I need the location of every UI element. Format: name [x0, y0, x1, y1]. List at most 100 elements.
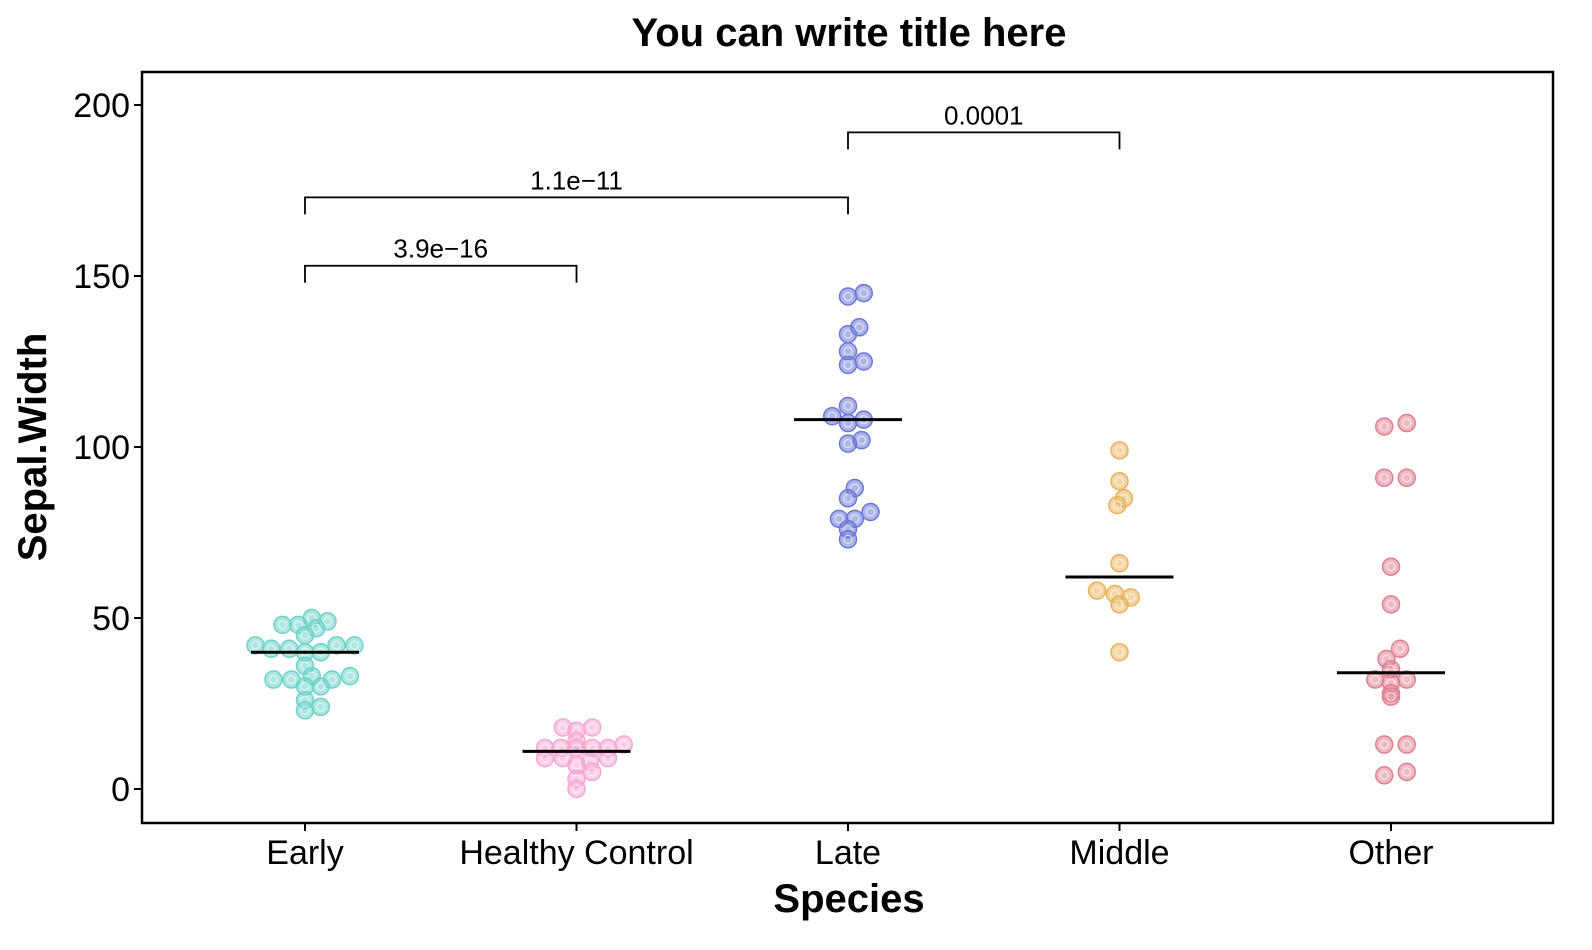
- points-layer: [246, 283, 1416, 799]
- data-point: [1375, 468, 1394, 488]
- data-point-ring: [1114, 476, 1125, 486]
- data-point: [583, 762, 602, 782]
- y-tick-label: 200: [73, 87, 130, 125]
- data-point-ring: [1114, 445, 1125, 456]
- data-point: [854, 352, 873, 371]
- data-point: [598, 748, 618, 768]
- data-point-ring: [1402, 767, 1412, 777]
- y-tick-label: 100: [73, 429, 130, 467]
- data-point-ring: [587, 722, 597, 733]
- y-tick-label: 150: [73, 258, 130, 296]
- data-point-ring: [1386, 562, 1396, 572]
- data-point: [327, 636, 346, 655]
- data-point-ring: [1092, 585, 1102, 596]
- data-point-ring: [843, 346, 853, 356]
- data-point-ring: [1114, 599, 1125, 609]
- significance-bracket: [304, 196, 849, 215]
- significance-label: 3.9e−16: [393, 234, 488, 264]
- data-point-ring: [619, 739, 629, 750]
- data-point: [262, 639, 281, 659]
- data-point-ring: [843, 534, 853, 544]
- data-point-ring: [854, 322, 864, 332]
- data-point-ring: [843, 401, 853, 411]
- x-tick-label: Middle: [1069, 834, 1169, 872]
- data-point-ring: [1379, 770, 1389, 780]
- data-point-ring: [1402, 473, 1412, 483]
- data-point: [1087, 581, 1107, 600]
- data-point: [345, 636, 364, 655]
- data-point: [838, 489, 858, 508]
- data-point-ring: [331, 640, 342, 651]
- data-point: [1110, 642, 1129, 662]
- data-point-ring: [250, 640, 261, 651]
- data-point: [1381, 557, 1401, 576]
- data-point: [264, 670, 283, 689]
- data-point: [1110, 471, 1129, 491]
- data-point: [295, 701, 315, 720]
- data-point: [1110, 554, 1129, 573]
- data-point-ring: [1112, 500, 1122, 510]
- data-point-ring: [603, 753, 613, 763]
- data-point-ring: [1114, 558, 1125, 568]
- x-tick-label: Early: [266, 834, 343, 872]
- data-point-ring: [843, 438, 853, 449]
- significance-label: 0.0001: [944, 100, 1024, 130]
- data-point: [583, 718, 602, 737]
- data-point: [614, 735, 633, 754]
- data-point-ring: [843, 493, 853, 503]
- y-axis-title: Sepal.Width: [11, 333, 55, 562]
- data-point-ring: [587, 767, 597, 777]
- data-point-ring: [865, 507, 876, 517]
- x-tick-label: Other: [1348, 834, 1433, 872]
- data-point: [311, 697, 330, 717]
- data-point-ring: [571, 784, 582, 794]
- data-point-ring: [316, 681, 326, 692]
- data-point-ring: [558, 753, 568, 763]
- data-point-ring: [1126, 592, 1136, 603]
- data-point-ring: [540, 753, 550, 763]
- data-point: [838, 530, 858, 549]
- data-point: [1397, 670, 1416, 689]
- data-point-ring: [1379, 473, 1389, 483]
- data-point-ring: [316, 702, 326, 712]
- data-point: [273, 615, 292, 635]
- medians-layer: [251, 418, 1445, 753]
- y-axis: 0 50 100 150 200: [73, 87, 142, 809]
- data-point: [838, 413, 858, 433]
- y-tick-label: 0: [111, 771, 130, 809]
- data-point-ring: [843, 329, 853, 339]
- data-point: [1375, 417, 1394, 436]
- data-point-ring: [843, 291, 853, 302]
- data-point: [1375, 766, 1394, 785]
- data-point-ring: [843, 360, 853, 370]
- data-point-ring: [558, 722, 568, 733]
- data-point: [850, 318, 869, 337]
- data-point-ring: [859, 288, 869, 298]
- data-point: [1381, 595, 1401, 614]
- data-point-ring: [300, 630, 310, 640]
- significance-bracket: [847, 131, 1121, 150]
- data-point: [838, 355, 858, 375]
- data-point: [852, 430, 871, 450]
- data-point: [295, 625, 315, 645]
- x-axis: Early Healthy Control Late Middle Other: [266, 823, 1434, 872]
- data-point: [340, 666, 360, 686]
- x-tick-label: Healthy Control: [459, 834, 693, 872]
- x-tick-label: Late: [815, 834, 881, 872]
- data-point-ring: [277, 620, 288, 630]
- data-point-ring: [1395, 644, 1405, 654]
- data-point-ring: [345, 671, 355, 681]
- data-point-ring: [1402, 418, 1412, 428]
- data-point-ring: [1114, 647, 1125, 657]
- data-point-ring: [1386, 692, 1396, 702]
- significance-label: 1.1e−11: [530, 165, 623, 195]
- data-point: [838, 396, 858, 416]
- chart-title: You can write title here: [632, 11, 1067, 55]
- data-point: [1390, 639, 1410, 659]
- data-point-ring: [856, 435, 867, 445]
- annotations-layer: 3.9e−16 1.1e−11 0.0001: [304, 100, 1121, 283]
- data-point-ring: [1402, 739, 1412, 750]
- data-point: [311, 677, 330, 696]
- data-point-ring: [349, 640, 360, 651]
